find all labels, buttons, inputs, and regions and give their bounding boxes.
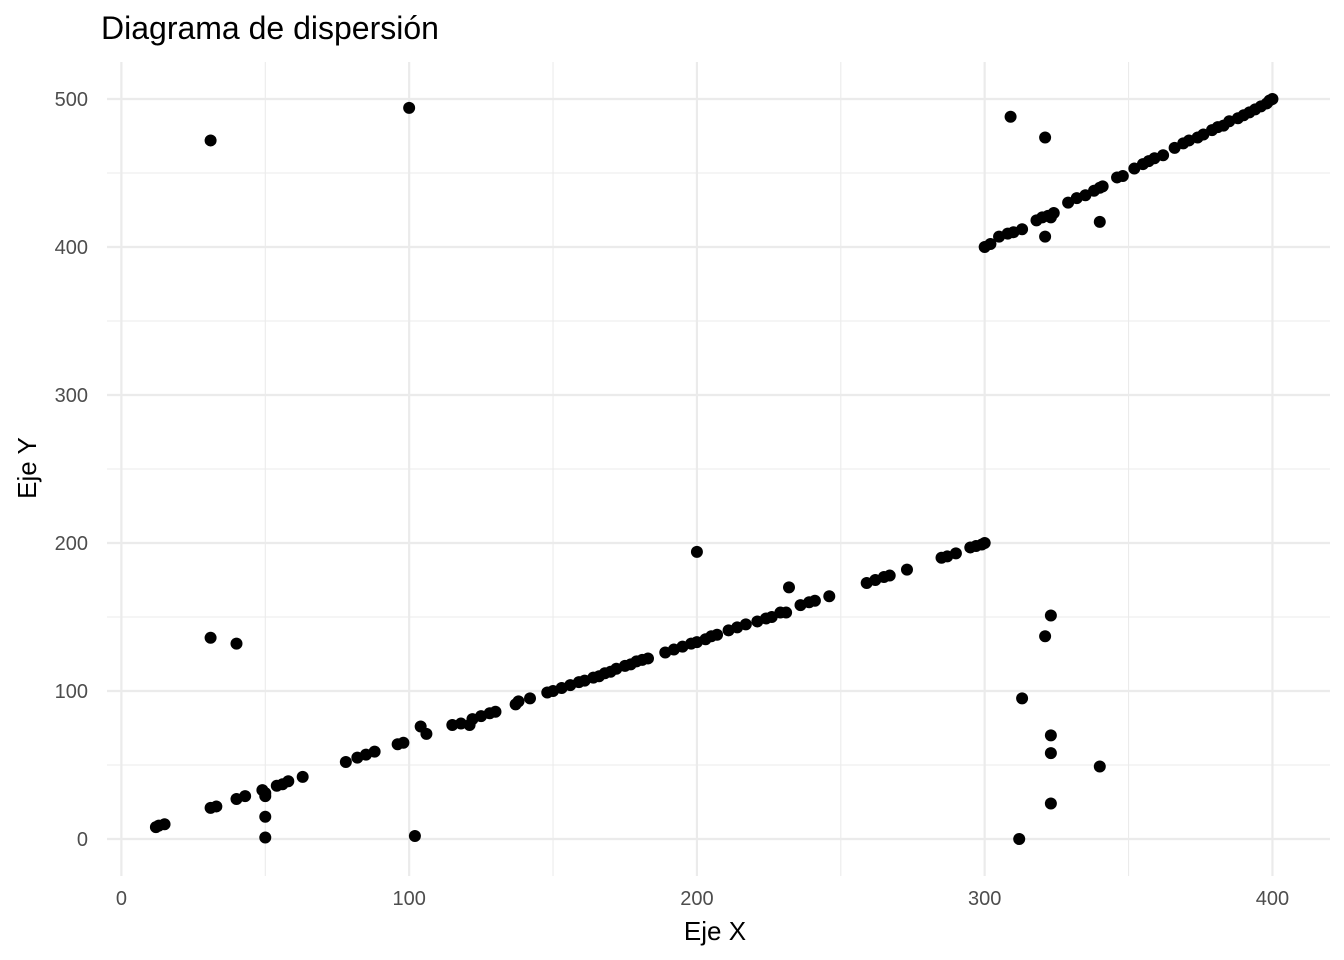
data-point [1044,729,1057,742]
data-point [368,745,381,758]
data-point [282,775,295,788]
y-tick-label: 500 [55,89,88,111]
data-point [978,537,991,549]
data-point [210,800,223,813]
y-tick-label: 0 [77,829,88,851]
data-point [780,606,793,619]
data-point [1093,760,1106,773]
data-point [259,790,272,803]
data-point [690,545,703,558]
data-point [984,238,997,251]
data-point [1157,149,1170,162]
data-point [204,631,217,644]
data-point [949,547,962,560]
data-point [408,830,421,843]
data-point [1093,215,1106,228]
x-axis-tick-labels: 0 100 200 300 400 [116,888,1289,910]
y-tick-label: 400 [55,237,88,259]
data-point [489,705,502,718]
chart-title: Diagrama de dispersión [101,10,439,46]
data-point [1013,833,1026,845]
data-point [512,695,525,708]
data-point [397,736,410,749]
data-point [1044,609,1057,622]
data-point [524,692,537,705]
x-tick-label: 0 [116,888,127,910]
data-point [1016,223,1029,236]
data-point [339,756,352,769]
data-point [641,652,654,665]
data-point [1044,211,1057,224]
data-point [296,770,309,783]
data-point [1039,131,1052,144]
data-point [230,637,243,650]
x-tick-label: 100 [392,888,425,910]
data-point [1039,230,1052,243]
data-point [259,831,272,844]
y-tick-label: 300 [55,385,88,407]
y-axis-title: Eje Y [12,437,42,499]
y-tick-label: 100 [55,681,88,703]
data-point [900,563,913,576]
data-point [158,818,171,831]
data-point [1266,93,1279,105]
data-point [1044,747,1057,760]
major-gridlines [107,62,1330,876]
minor-gridlines [107,62,1330,876]
data-points [149,93,1279,845]
data-point [1004,110,1017,123]
data-point [1044,797,1057,810]
data-point [204,134,217,147]
data-point [1039,630,1052,643]
data-point [403,101,416,114]
data-point [420,727,433,740]
x-tick-label: 200 [680,888,713,910]
data-point [1016,692,1029,705]
data-point [239,790,252,803]
data-point [1116,169,1129,182]
x-tick-label: 400 [1256,888,1289,910]
x-axis-title: Eje X [684,916,746,946]
data-point [1096,180,1109,193]
data-point [808,594,821,607]
data-point [711,628,724,641]
data-point [259,810,272,823]
data-point [883,569,896,582]
x-tick-label: 300 [968,888,1001,910]
data-point [783,581,796,594]
data-point [739,618,752,631]
data-point [823,590,836,603]
y-tick-label: 200 [55,533,88,555]
y-axis-tick-labels: 0 100 200 300 400 500 [55,89,88,851]
